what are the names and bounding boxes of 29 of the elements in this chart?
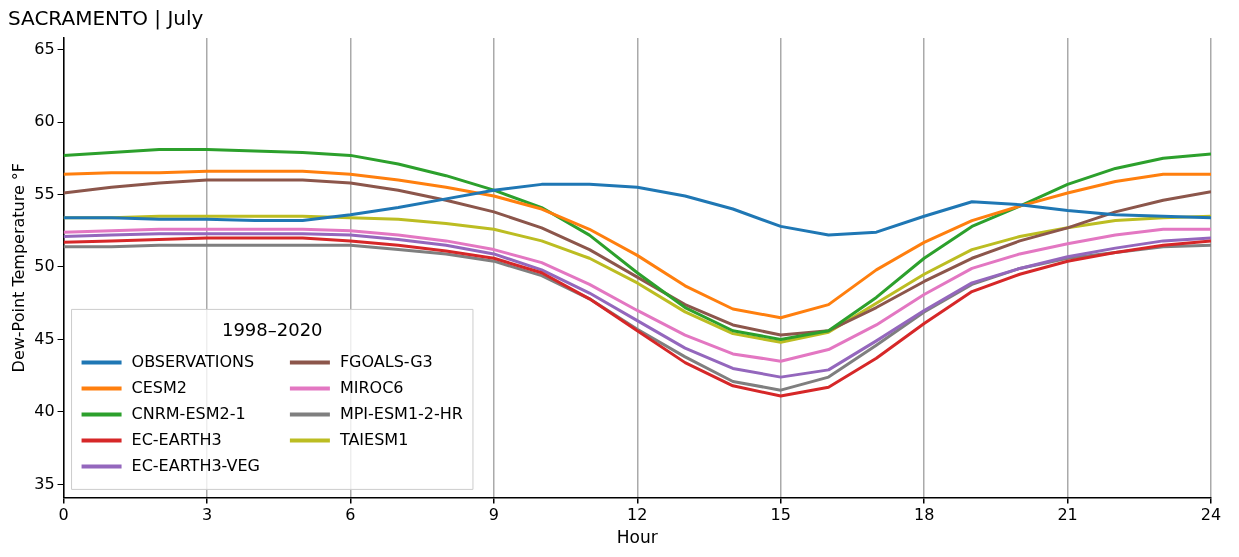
y-tick-label: 35 [34, 473, 55, 493]
legend-label: OBSERVATIONS [131, 351, 255, 371]
y-tick-label: 55 [34, 183, 55, 203]
x-tick-label: 3 [201, 505, 213, 525]
y-tick-label: 45 [34, 328, 55, 348]
y-tick-label: 65 [34, 38, 55, 58]
y-tick-label: 50 [34, 256, 55, 276]
legend-label: MPI-ESM1-2-HR [339, 403, 463, 423]
legend-label: TAIESM1 [338, 429, 409, 449]
legend-title: 1998–2020 [221, 319, 323, 341]
y-axis-title: Dew-Point Temperature °F [8, 162, 28, 373]
x-tick-label: 12 [627, 505, 648, 525]
x-tick-label: 6 [345, 505, 356, 525]
chart-title: SACRAMENTO | July [8, 6, 204, 31]
legend-label: EC-EARTH3-VEG [131, 455, 260, 475]
x-tick-label: 24 [1200, 505, 1222, 525]
x-tick-label: 15 [770, 505, 791, 525]
legend-label: FGOALS-G3 [339, 351, 433, 371]
legend-label: EC-EARTH3 [131, 429, 222, 449]
x-tick-label: 9 [488, 505, 499, 525]
x-tick-label: 21 [1057, 505, 1078, 525]
x-tick-label: 18 [913, 505, 935, 525]
legend-label: CESM2 [131, 377, 187, 397]
legend-label: CNRM-ESM2-1 [131, 403, 246, 423]
y-tick-label: 40 [34, 401, 55, 421]
x-tick-label: 0 [58, 505, 69, 525]
x-axis-title: Hour [616, 527, 658, 548]
legend-label: MIROC6 [339, 377, 404, 397]
y-tick-label: 60 [34, 111, 55, 131]
